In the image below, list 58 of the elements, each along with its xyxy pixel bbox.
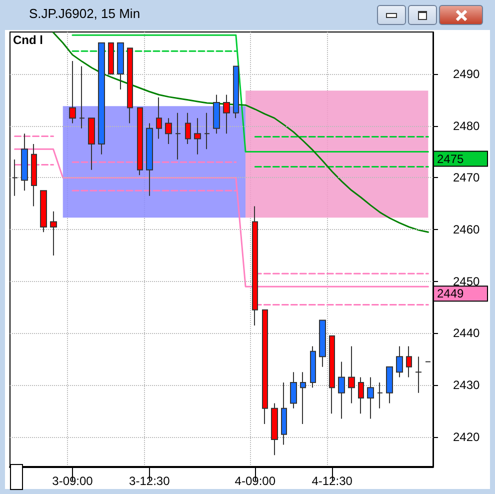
candlestick — [79, 66, 85, 129]
candlestick — [50, 210, 57, 256]
y-tick-label: 2440 — [453, 326, 480, 340]
candlestick — [146, 122, 153, 196]
data-label: 2449 — [437, 286, 464, 301]
x-tick-label: 4-12:30 — [312, 474, 353, 488]
candlestick — [88, 118, 95, 170]
candlestick — [31, 143, 37, 207]
candlestick — [310, 346, 316, 388]
line-series — [52, 32, 429, 233]
candlestick — [262, 309, 268, 424]
candlestick — [165, 118, 172, 144]
y-tick-label: 2420 — [453, 430, 480, 444]
candlestick — [338, 361, 345, 420]
candlestick — [127, 48, 133, 124]
candlestick — [377, 382, 383, 409]
candlestick — [319, 320, 326, 368]
candlestick — [98, 42, 105, 155]
y-tick-label: 2480 — [453, 118, 480, 133]
candlestick — [415, 356, 422, 394]
candlestick — [329, 335, 335, 414]
candlestick — [281, 382, 287, 446]
candlestick — [137, 107, 143, 176]
candlestick — [175, 112, 181, 160]
x-tick-label: 3-12:30 — [129, 474, 170, 488]
candlestick — [271, 402, 278, 456]
candlestick — [233, 66, 239, 119]
candlestick — [367, 376, 374, 420]
candlestick — [252, 206, 258, 326]
candlestick — [290, 372, 297, 409]
x-tick-label: 3-09:00 — [52, 474, 94, 488]
y-tick-label: 2470 — [453, 170, 480, 185]
y-tick-label: 2460 — [453, 222, 480, 237]
candlestick — [69, 60, 76, 124]
candlestick — [185, 112, 191, 144]
candlestick — [21, 133, 28, 192]
candlestick — [156, 96, 162, 140]
chart-title: S.JP.J6902, 15 Min — [29, 6, 140, 21]
annotation: Cnd l — [13, 33, 43, 47]
candlestick — [213, 94, 220, 134]
y-tick-label: 2490 — [453, 66, 480, 81]
data-label: 2475 — [437, 152, 464, 166]
candlestick — [396, 346, 403, 378]
candlestick — [108, 42, 114, 74]
candlestick — [40, 190, 47, 233]
candlestick — [348, 346, 355, 404]
candlestick — [204, 112, 210, 150]
candlestick — [117, 42, 124, 90]
y-tick-label: 2430 — [453, 378, 480, 392]
candlestick — [223, 94, 230, 134]
candlestick — [358, 376, 364, 414]
candlestick — [194, 118, 201, 155]
candlestick — [406, 346, 412, 378]
candlestick — [300, 372, 306, 424]
x-tick-label: 4-09:00 — [234, 474, 276, 488]
y-tick-label: 2450 — [453, 274, 480, 288]
candlestick — [386, 366, 393, 404]
candlestick — [12, 159, 18, 196]
